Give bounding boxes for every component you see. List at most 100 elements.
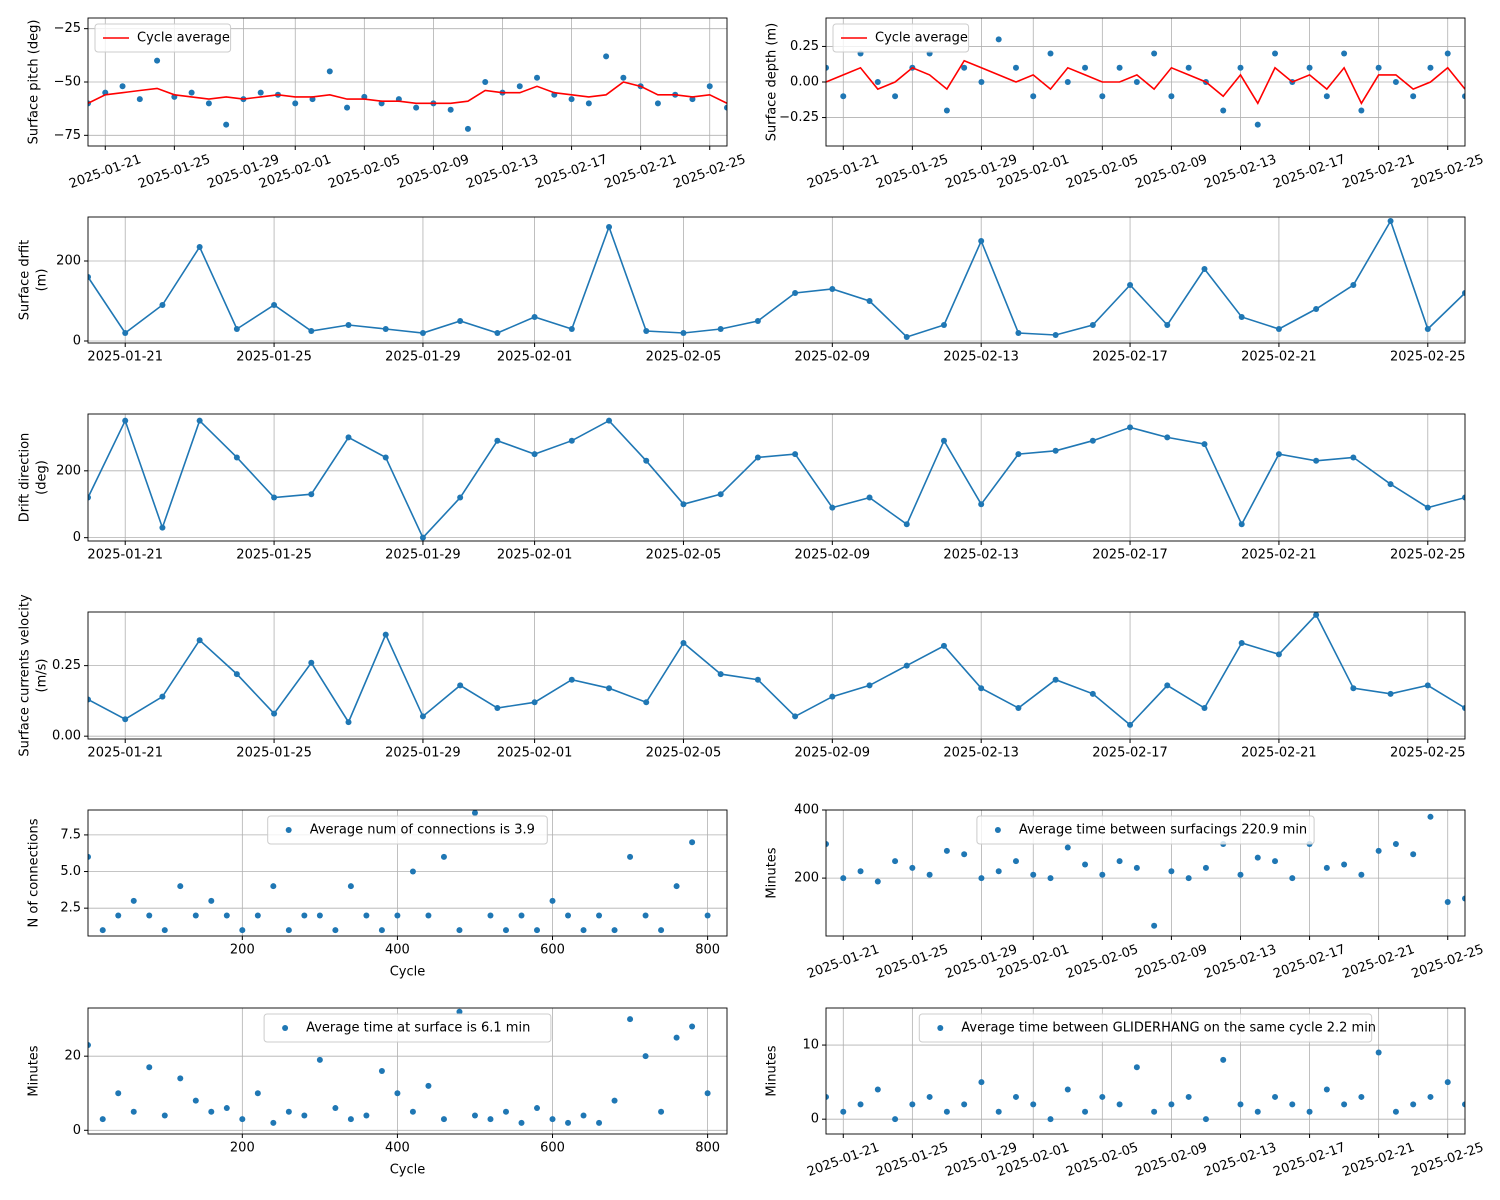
axes-frame [87,611,1466,740]
point [270,883,277,890]
point [826,64,829,71]
axes-frame [87,216,1466,344]
point [518,912,525,919]
point [99,1116,106,1123]
point [239,927,246,934]
point [301,912,308,919]
point [347,883,354,890]
point [1427,1093,1434,1100]
point [347,1116,354,1123]
point [1133,1064,1140,1071]
point [177,1075,184,1082]
y-tick-label: −0.25 [779,110,819,125]
x-tick-label: 2025-01-29 [385,548,461,563]
point [689,1023,696,1030]
point [88,1042,91,1049]
point [565,912,572,919]
point [568,437,575,444]
axes-frame [87,1007,728,1135]
point [1238,314,1245,320]
point [792,713,799,720]
point [457,682,464,689]
point [1168,868,1175,875]
point [892,93,899,100]
x-tick-label: 2025-02-17 [1092,548,1168,563]
point [1410,1101,1417,1108]
x-tick-label: 2025-01-29 [385,746,461,761]
point [233,671,240,678]
point [1030,93,1037,100]
point [409,868,416,875]
x-tick-label: 2025-02-05 [646,350,722,365]
point [857,868,864,875]
point [257,89,264,96]
point [1254,854,1261,861]
y-tick-label: 0.00 [790,75,819,90]
point [413,104,420,111]
point [419,713,426,720]
point [1012,64,1019,71]
legend-label: Average time between GLIDERHANG on the s… [961,1021,1376,1036]
point [394,1090,401,1097]
y-tick-label: 10 [802,1038,819,1053]
point [1201,266,1208,272]
legend-box [267,815,548,845]
point [1387,481,1394,488]
point [146,1064,153,1071]
point [1323,1086,1330,1093]
y-axis-label: Surface currents velocity [18,594,33,757]
point [689,96,696,103]
plot-area [88,1008,711,1126]
point [826,841,829,848]
point [1237,871,1244,878]
line [826,59,1465,105]
point [494,704,501,711]
point [471,810,478,816]
x-tick-label: 2025-02-09 [795,746,871,761]
plot-area [88,53,727,132]
point [706,83,713,90]
plot-area [88,417,1465,541]
point [1089,437,1096,444]
point [1185,875,1192,882]
x-tick-label: 2025-02-05 [646,746,722,761]
point [1462,1101,1465,1108]
point [792,290,799,296]
point [1424,326,1431,332]
point [130,897,137,904]
point [1047,1116,1054,1123]
point [978,238,985,244]
point [494,330,501,336]
y-tick-label: 0 [73,334,81,349]
x-tick-label: 2025-01-25 [236,746,312,761]
point [196,244,203,250]
point [534,74,541,81]
x-tick-label: 2025-01-21 [87,548,163,563]
point [995,868,1002,875]
point [99,927,106,934]
point [909,1101,916,1108]
point [1427,813,1434,820]
point [1012,858,1019,865]
point [159,302,166,308]
y-tick-label: −75 [54,128,81,143]
point [1392,79,1399,85]
point [1116,64,1123,71]
point [627,1016,634,1023]
point [161,927,168,934]
x-tick-label: 2025-02-21 [1241,548,1317,563]
y-tick-label: 20 [64,1049,81,1064]
point [378,1068,385,1074]
point [1202,864,1209,871]
point [1254,121,1261,128]
y-axis-label: Minutes [27,1045,42,1096]
y-tick-label: −50 [54,75,81,90]
y-axis-label: N of connections [27,818,42,927]
point [1424,682,1431,689]
x-tick-label: 2025-02-25 [1390,350,1466,365]
point [308,491,315,498]
point [292,100,299,107]
point [1375,64,1382,71]
point [642,1053,649,1060]
